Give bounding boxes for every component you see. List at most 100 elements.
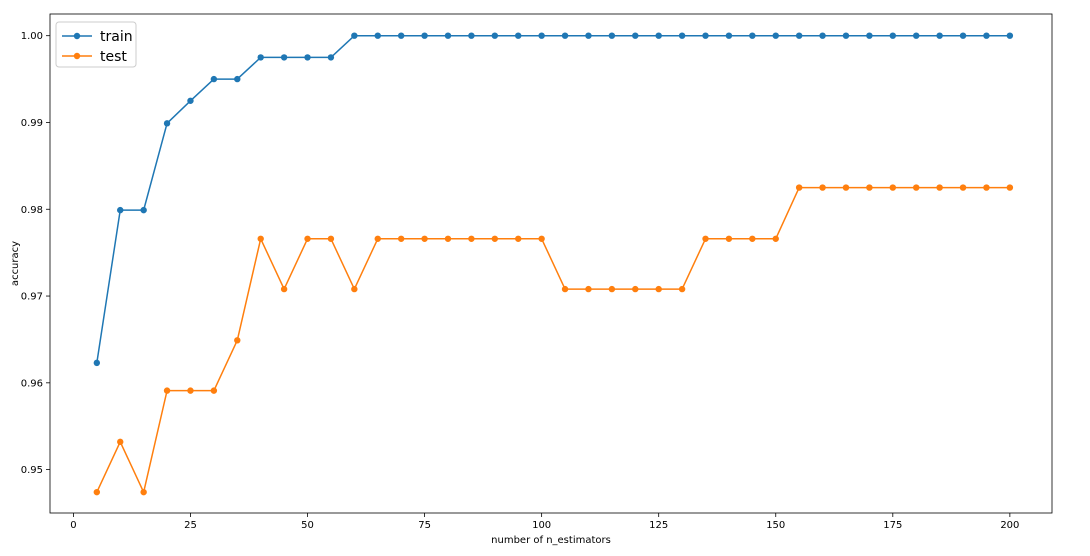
data-point-test: [889, 184, 897, 191]
data-point-test: [538, 235, 545, 242]
data-point-train: [608, 32, 616, 39]
data-point-test: [257, 235, 264, 242]
data-point-train: [163, 120, 171, 127]
data-point-train: [749, 32, 756, 39]
data-point-train: [866, 32, 873, 39]
data-point-test: [327, 235, 335, 242]
x-tick-label: 100: [532, 520, 551, 531]
data-point-test: [1006, 184, 1014, 191]
plot-frame: [49, 13, 1053, 514]
data-point-train: [280, 54, 288, 61]
data-point-train: [374, 32, 381, 39]
data-point-train: [1006, 32, 1014, 39]
data-point-train: [210, 75, 218, 83]
data-point-train: [678, 32, 686, 39]
legend: train test: [55, 21, 137, 68]
data-point-test: [936, 184, 943, 191]
data-point-train: [234, 75, 241, 83]
data-point-train: [561, 32, 569, 39]
data-point-train: [795, 32, 803, 39]
data-point-train: [257, 54, 264, 61]
data-point-train: [913, 32, 920, 39]
data-point-test: [117, 438, 124, 446]
plot-area: [49, 13, 1053, 514]
data-point-train: [351, 32, 358, 39]
data-point-train: [632, 32, 639, 39]
data-point-test: [749, 235, 756, 242]
series-train: [93, 32, 1014, 367]
data-point-train: [515, 32, 522, 39]
data-point-test: [140, 488, 147, 496]
x-tick-label: 0: [70, 520, 76, 531]
x-axis-label: number of n_estimators: [491, 535, 611, 546]
data-point-test: [421, 235, 428, 242]
data-point-test: [351, 285, 358, 293]
data-point-test: [374, 235, 381, 242]
data-point-test: [210, 387, 218, 394]
x-tick-label: 25: [184, 520, 197, 531]
y-axis-label: accuracy: [10, 241, 21, 286]
data-point-test: [561, 285, 569, 293]
data-point-test: [702, 235, 709, 242]
x-tick-label: 150: [766, 520, 785, 531]
x-tick-label: 75: [418, 520, 431, 531]
data-point-test: [866, 184, 873, 191]
legend-label-train: train: [100, 29, 133, 45]
legend-swatch-marker: [73, 32, 81, 40]
data-point-train: [397, 32, 405, 39]
data-point-train: [327, 54, 335, 61]
data-point-train: [959, 32, 967, 39]
data-point-train: [117, 206, 124, 214]
data-point-test: [795, 184, 803, 191]
y-tick-label: 0.97: [21, 292, 43, 303]
x-tick-label: 50: [301, 520, 314, 531]
series-line-train: [96, 34, 1010, 363]
y-tick-label: 0.99: [21, 118, 43, 129]
x-tick-label: 175: [883, 520, 902, 531]
data-point-train: [585, 32, 592, 39]
y-tick-label: 0.98: [21, 205, 43, 216]
x-tick-label: 125: [649, 520, 668, 531]
data-point-train: [983, 32, 990, 39]
data-point-train: [491, 32, 499, 39]
data-point-train: [304, 54, 311, 61]
legend-swatch-marker: [73, 52, 81, 60]
data-point-train: [842, 32, 850, 39]
data-point-train: [140, 206, 147, 214]
series-line-test: [96, 186, 1010, 493]
y-tick-label: 0.95: [21, 465, 43, 476]
data-point-test: [678, 285, 686, 293]
data-point-test: [655, 285, 662, 293]
data-point-test: [913, 184, 920, 191]
data-point-train: [702, 32, 709, 39]
series-layer: [93, 32, 1014, 496]
data-point-test: [280, 285, 288, 293]
y-axis: 0.95 0.96 0.97 0.98 0.99 1.00: [21, 31, 50, 476]
data-point-test: [93, 488, 101, 496]
data-point-train: [468, 32, 475, 39]
legend-label-test: test: [100, 49, 127, 65]
data-point-test: [632, 285, 639, 293]
data-point-test: [187, 387, 194, 394]
data-point-train: [772, 32, 779, 39]
data-point-test: [491, 235, 499, 242]
series-test: [93, 184, 1014, 496]
data-point-test: [585, 285, 592, 293]
data-point-train: [444, 32, 452, 39]
data-point-test: [234, 337, 241, 344]
data-point-test: [983, 184, 990, 191]
data-point-test: [608, 285, 616, 293]
data-point-test: [842, 184, 850, 191]
data-point-test: [959, 184, 967, 191]
data-point-train: [655, 32, 662, 39]
x-axis: 0 25 50 75 100 125 150 175 200: [70, 513, 1019, 531]
y-tick-label: 0.96: [21, 378, 43, 389]
y-tick-label: 1.00: [21, 31, 43, 42]
data-point-train: [819, 32, 826, 39]
data-point-test: [725, 235, 733, 242]
data-point-train: [936, 32, 943, 39]
data-point-train: [725, 32, 733, 39]
data-point-test: [163, 387, 171, 394]
data-point-train: [538, 32, 545, 39]
